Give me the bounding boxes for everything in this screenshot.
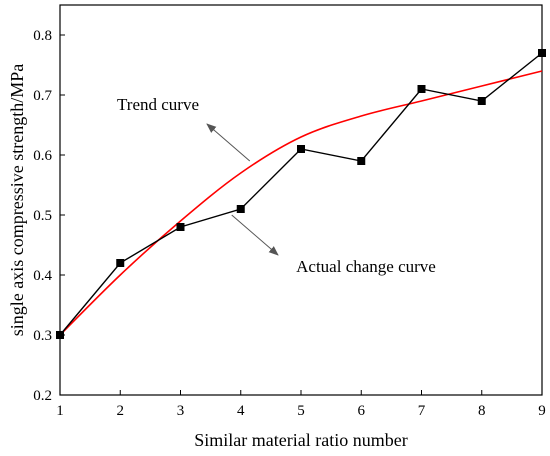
plot-frame [59,4,543,396]
actual-data-point [56,331,64,339]
y-axis-title: single axis compressive strength/MPa [7,64,27,336]
actual-data-point [357,157,366,165]
x-tick-label: 6 [358,403,366,419]
annotation-arrow [231,214,279,256]
y-tick-label: 0.7 [33,88,52,104]
trend-curve-line [59,70,543,336]
y-tick-label: 0.4 [33,268,52,284]
x-tick-label: 3 [177,403,185,419]
x-tick-label: 1 [56,403,64,419]
series-layer [56,49,546,339]
x-tick-label: 5 [297,403,305,419]
actual-data-point [176,223,185,231]
actual-data-point [297,145,305,153]
actual-data-point [236,205,245,213]
annotation-label: Trend curve [117,95,199,114]
annotation-layer: Trend curve Actual change curve [117,95,436,276]
y-tick-label: 0.8 [33,28,52,44]
x-tick-label: 2 [117,403,125,419]
x-tick-label: 9 [538,403,546,419]
annotation-arrow [206,123,251,162]
actual-data-point [538,49,546,57]
actual-data-point [477,97,486,105]
x-axis-title: Similar material ratio number [194,430,407,450]
y-tick-label: 0.5 [33,208,52,224]
y-tick-label: 0.2 [33,388,52,404]
ticks-layer: 1 2 3 4 5 6 7 8 9 0.2 0.3 0.4 0.5 0.6 0.7 0.8 [33,28,546,419]
y-tick-label: 0.6 [33,148,52,164]
x-tick-label: 4 [237,403,245,419]
x-tick-label: 8 [478,403,486,419]
actual-data-point [417,85,426,93]
y-tick-label: 0.3 [33,328,52,344]
annotation-label: Actual change curve [296,257,436,276]
actual-data-point [116,259,125,267]
x-tick-label: 7 [418,403,426,419]
